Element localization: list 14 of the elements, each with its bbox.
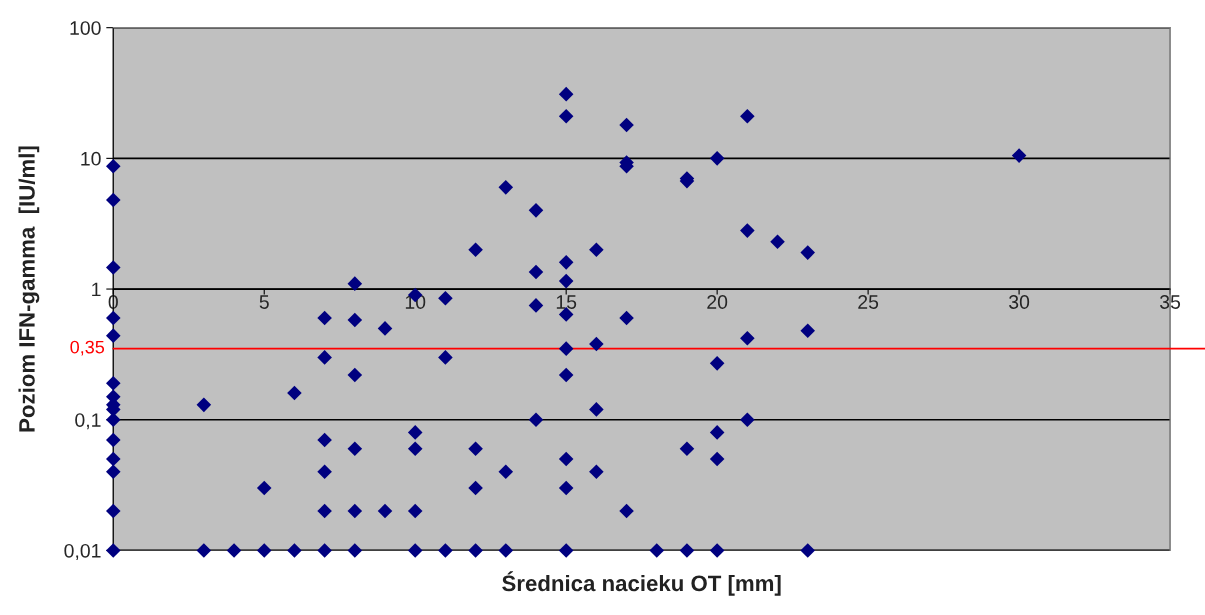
x-tick-label: 35 (1159, 295, 1181, 309)
y-tick-label: 0,1 (75, 413, 101, 430)
ref-line-label: 0,35 (70, 340, 105, 356)
y-axis-title: Poziom IFN-gamma [IU/ml] (18, 146, 40, 432)
x-axis-title: Średnica nacieku OT [mm] (502, 571, 781, 596)
x-tick-label: 20 (707, 295, 728, 309)
x-tick-label: 30 (1009, 295, 1030, 309)
x-tick-label: 15 (556, 295, 577, 309)
y-tick-label: 1 (92, 282, 101, 297)
x-tick-label: 25 (858, 295, 879, 309)
y-tick-label: 10 (81, 151, 101, 166)
x-tick-label: 5 (259, 295, 269, 309)
y-tick-label: 100 (70, 21, 101, 35)
y-tick-label: 0,01 (64, 543, 101, 560)
